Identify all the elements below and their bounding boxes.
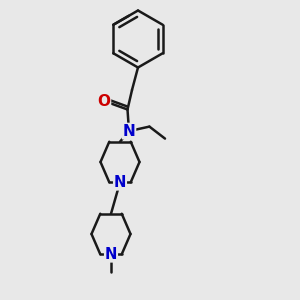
Text: O: O xyxy=(98,94,110,109)
Text: N: N xyxy=(105,247,117,262)
Text: N: N xyxy=(123,124,135,139)
Text: N: N xyxy=(114,175,126,190)
